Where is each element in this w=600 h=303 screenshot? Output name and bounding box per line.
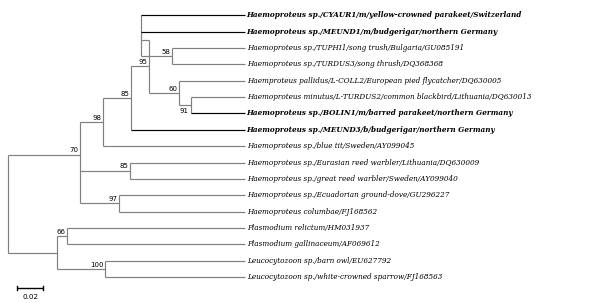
Text: Haemproteus pallidus/L-COLL2/European pied flycatcher/DQ630005: Haemproteus pallidus/L-COLL2/European pi… (247, 77, 501, 85)
Text: Haemoproteus sp./BOLIN1/m/barred parakeet/northern Germany: Haemoproteus sp./BOLIN1/m/barred parakee… (247, 109, 513, 117)
Text: 70: 70 (69, 147, 78, 153)
Text: 100: 100 (90, 261, 103, 268)
Text: Plasmodium relictum/HM031937: Plasmodium relictum/HM031937 (247, 224, 369, 232)
Text: Haemoproteus minutus/L-TURDUS2/common blackbird/Lithuania/DQ630013: Haemoproteus minutus/L-TURDUS2/common bl… (247, 93, 531, 101)
Text: Haemoproteus sp./CYAUR1/m/yellow-crowned parakeet/Switzerland: Haemoproteus sp./CYAUR1/m/yellow-crowned… (247, 11, 522, 19)
Text: Haemoproteus sp./TURDUS3/song thrush/DQ368368: Haemoproteus sp./TURDUS3/song thrush/DQ3… (247, 60, 443, 68)
Text: Leucocytozoon sp./barn owl/EU627792: Leucocytozoon sp./barn owl/EU627792 (247, 257, 391, 265)
Text: 0.02: 0.02 (22, 294, 38, 300)
Text: 91: 91 (180, 108, 189, 114)
Text: Haemoproteus columbae/FJ168562: Haemoproteus columbae/FJ168562 (247, 208, 377, 216)
Text: 85: 85 (121, 91, 130, 97)
Text: Haemoproteus sp./MEUND1/m/budgerigar/northern Germany: Haemoproteus sp./MEUND1/m/budgerigar/nor… (247, 28, 498, 35)
Text: 95: 95 (138, 59, 147, 65)
Text: 66: 66 (57, 229, 66, 235)
Text: Plasmodium gallinaceum/AF069612: Plasmodium gallinaceum/AF069612 (247, 240, 379, 248)
Text: 97: 97 (109, 196, 118, 202)
Text: 60: 60 (168, 86, 177, 92)
Text: Haemoproteus sp./great reed warbler/Sweden/AY099040: Haemoproteus sp./great reed warbler/Swed… (247, 175, 457, 183)
Text: Haemoproteus sp./blue tit/Sweden/AY099045: Haemoproteus sp./blue tit/Sweden/AY09904… (247, 142, 414, 150)
Text: Haemoproteus sp./Eurasian reed warbler/Lithuania/DQ630009: Haemoproteus sp./Eurasian reed warbler/L… (247, 158, 479, 167)
Text: 85: 85 (119, 163, 128, 169)
Text: Haemoproteus sp./Ecuadorian ground-dove/GU296227: Haemoproteus sp./Ecuadorian ground-dove/… (247, 191, 449, 199)
Text: Leucocytozoon sp./white-crowned sparrow/FJ168563: Leucocytozoon sp./white-crowned sparrow/… (247, 273, 442, 281)
Text: 58: 58 (161, 49, 170, 55)
Text: 98: 98 (92, 115, 101, 121)
Text: Haemoproteus sp./MEUND3/b/budgerigar/northern Germany: Haemoproteus sp./MEUND3/b/budgerigar/nor… (247, 126, 496, 134)
Text: Haemoproteus sp./TUPHI1/song trush/Bulgaria/GU085191: Haemoproteus sp./TUPHI1/song trush/Bulga… (247, 44, 464, 52)
